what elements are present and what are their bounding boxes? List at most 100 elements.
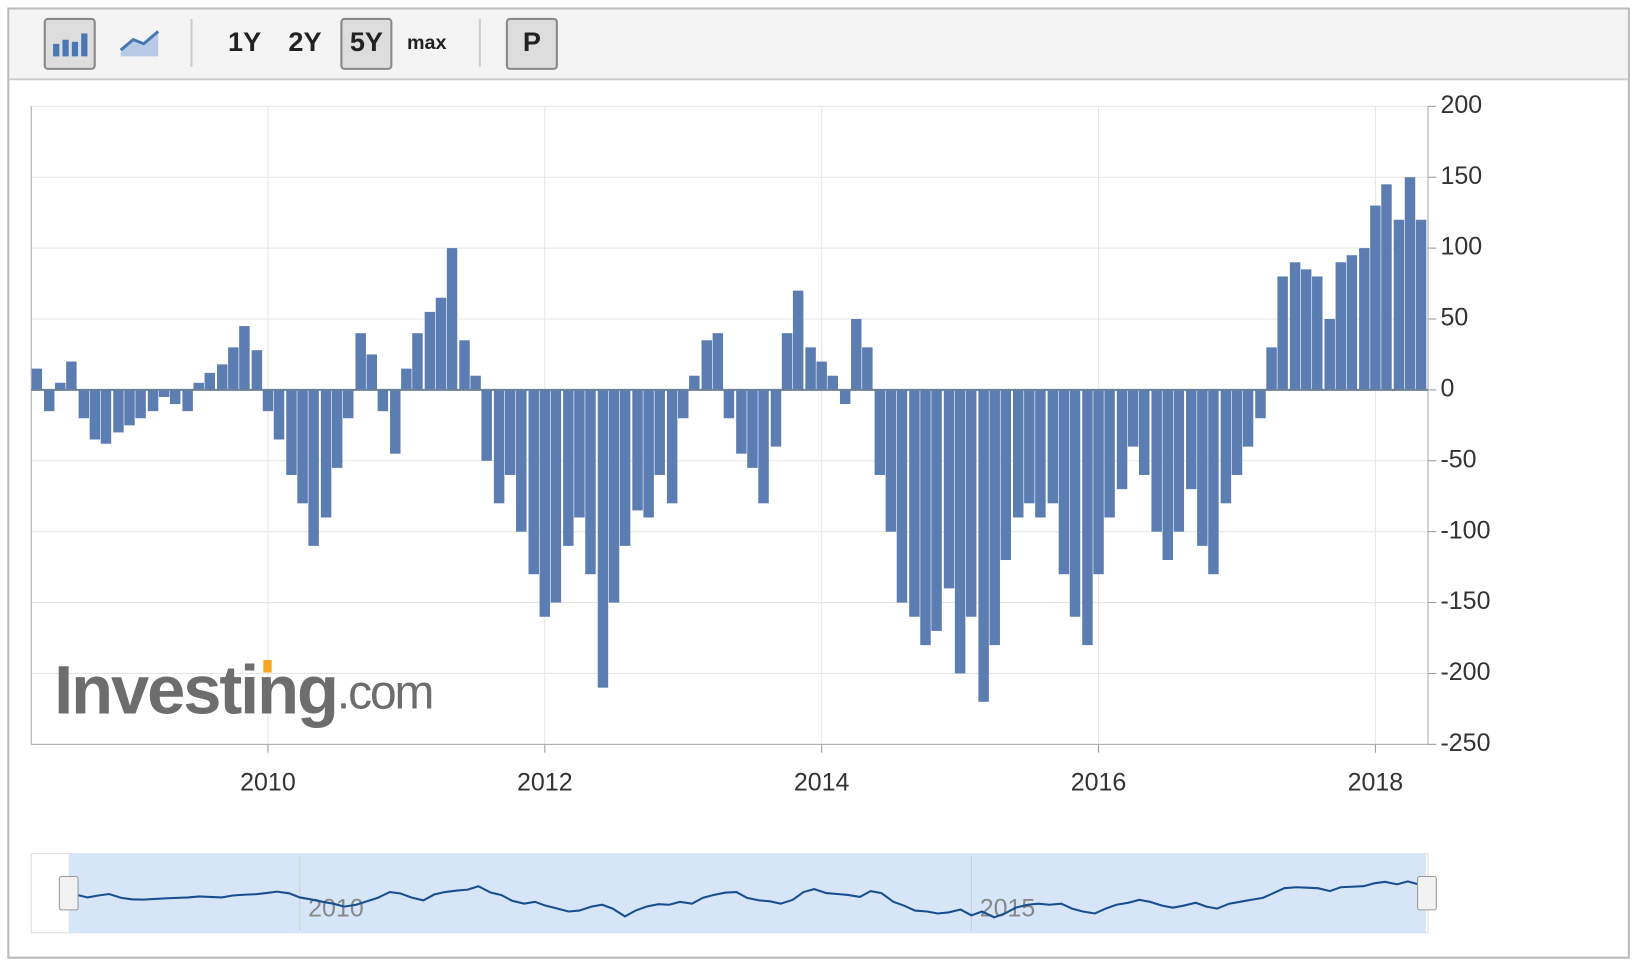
bar [1173, 389, 1185, 532]
bar [874, 389, 886, 475]
range-button[interactable]: 1Y [228, 27, 261, 57]
bar [217, 364, 228, 390]
bar [124, 389, 135, 426]
bar [355, 333, 366, 390]
y-tick-label: -150 [1440, 587, 1490, 615]
bar [158, 389, 170, 397]
watermark-dot [263, 660, 272, 673]
range-button[interactable]: max [407, 32, 447, 54]
bar [550, 389, 562, 603]
navigator-handle[interactable] [58, 876, 79, 911]
bar [736, 389, 747, 454]
bar [135, 389, 146, 419]
bar [608, 389, 620, 603]
toolbar [9, 9, 1628, 79]
bar [66, 361, 77, 390]
y-tick-label: 100 [1440, 233, 1482, 261]
bar [574, 389, 585, 518]
navigator-tick-label: 2015 [980, 894, 1036, 922]
bar [839, 389, 851, 405]
bar [228, 347, 239, 390]
bar [885, 389, 897, 532]
bar [678, 389, 689, 419]
y-tick-label: -100 [1440, 516, 1490, 544]
bar [528, 389, 539, 575]
icon [119, 30, 160, 52]
bar [632, 389, 643, 511]
bar [619, 389, 631, 546]
bar [954, 389, 966, 674]
bar [493, 389, 505, 504]
bar [470, 375, 481, 390]
bar [712, 333, 724, 390]
bar [978, 389, 989, 702]
x-tick-label: 2016 [1071, 768, 1127, 796]
bar [1047, 389, 1059, 504]
bar [251, 350, 263, 390]
navigator-tick-label: 2010 [308, 894, 364, 922]
x-tick-label: 2012 [517, 768, 573, 796]
bar [770, 389, 782, 447]
bar [239, 326, 250, 390]
bar [169, 389, 181, 405]
bar [424, 311, 436, 390]
line-chart-button[interactable] [119, 30, 160, 57]
bar [1359, 248, 1370, 390]
p-button[interactable]: P [523, 27, 541, 57]
bar [965, 389, 977, 617]
button-selected-bg [340, 17, 393, 70]
bar-chart-button[interactable] [43, 17, 96, 70]
bar [43, 389, 55, 412]
bar [1312, 276, 1323, 390]
bar [827, 375, 838, 390]
icon [81, 33, 88, 57]
bar [1289, 262, 1301, 390]
bar [689, 375, 700, 390]
bar [931, 389, 942, 631]
bar [1346, 255, 1358, 390]
bar [539, 389, 551, 617]
y-tick-label: 50 [1440, 304, 1468, 332]
bar [1220, 389, 1232, 504]
bar [1197, 389, 1208, 546]
bar [113, 389, 124, 433]
bar [792, 290, 804, 390]
bars [31, 177, 1427, 702]
bar [666, 389, 678, 504]
bar [585, 389, 596, 575]
bar [758, 389, 769, 504]
x-tick-label: 2014 [794, 768, 850, 796]
bar [723, 389, 735, 419]
navigator-content: 2010 2015 [75, 855, 1419, 931]
bar [1104, 389, 1115, 518]
bar [1127, 389, 1139, 447]
bar [943, 389, 955, 589]
bar [654, 389, 665, 475]
y-tick-label: 200 [1440, 91, 1482, 119]
axes: 200 150 100 50 0 -50 -100 -150 -200 -250 2010 2012 2… [30, 91, 1490, 796]
bar [805, 347, 816, 390]
bar [1138, 389, 1150, 475]
bar [816, 361, 827, 390]
bar [1404, 177, 1416, 390]
range-button[interactable]: 2Y [288, 27, 321, 57]
bar [1116, 389, 1128, 490]
bar [89, 389, 101, 440]
bar [286, 389, 297, 475]
y-tick-label: -200 [1440, 658, 1490, 686]
icon [53, 43, 60, 57]
navigator-selection [68, 853, 1426, 933]
bar [896, 389, 908, 603]
bar [701, 340, 713, 390]
bar [920, 389, 931, 646]
bar [504, 389, 516, 475]
bar [390, 389, 401, 454]
bar [989, 389, 1000, 646]
bar [308, 389, 319, 546]
frame [7, 7, 1630, 959]
navigator-handle[interactable] [1417, 876, 1437, 911]
range-button[interactable]: 5Y [350, 27, 383, 57]
bar [331, 389, 343, 468]
bar [78, 389, 90, 419]
